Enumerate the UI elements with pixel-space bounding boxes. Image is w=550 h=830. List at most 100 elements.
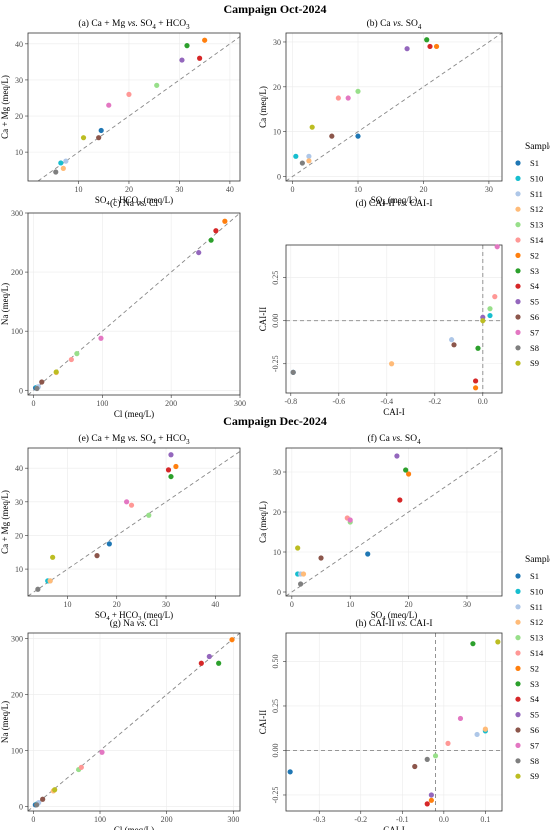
title-part: Cl [149,199,158,209]
data-point-s8 [53,169,59,175]
x-axis-label: SO4 + HCO3 (meq/L) [95,610,173,622]
label-part: SO [95,195,107,205]
data-point-s2 [229,637,235,643]
data-point-s4 [424,801,430,807]
legend-swatch-s13 [515,222,521,228]
legend-swatch-s5 [515,299,521,305]
data-point-s14 [492,294,498,300]
x-tick-label: 200 [165,399,177,408]
label-part: + HCO [110,195,139,205]
title-part: (e) Ca + Mg [78,433,125,444]
data-point-s7 [99,749,105,755]
data-point-s11 [474,731,480,738]
title-part: SO [406,19,418,29]
legend-label-s4: S4 [530,694,540,704]
title-subscript: 4 [152,23,156,31]
legend-label-s7: S7 [530,327,539,337]
data-point-s13 [487,306,493,312]
legend-swatch-s3 [515,268,521,274]
x-tick-label: 300 [234,399,246,408]
y-tick-label: 10 [15,565,23,574]
x-tick-label: 30 [463,600,471,609]
legend-label-s12: S12 [530,204,543,214]
data-point-s3 [168,473,174,480]
x-tick-label: 0.1 [480,815,490,824]
data-point-s14 [335,95,341,101]
panel-title: (h) CAI-II vs. CAI-I [355,618,432,629]
data-point-s8 [290,369,296,375]
title-part: Cl [149,619,158,629]
legend-label-s10: S10 [530,173,543,183]
legend-label-s8: S8 [530,343,539,353]
legend-swatch-s12 [515,206,521,212]
x-tick-label: 200 [161,815,173,824]
title-vs: vs. [395,199,410,209]
legend-dec: Samples S1 S10 S11 S12 S13 S14 S2 S3 S4 S5 S6 S7 S8 S9 [515,555,550,781]
data-point-s1 [106,541,112,547]
y-tick-label: 30 [273,38,281,47]
x-tick-label: -0.2 [354,815,367,824]
data-point-s13 [74,351,80,357]
legend-title: Samples [525,555,550,565]
data-point-s7 [124,499,130,505]
y-tick-label: 200 [11,691,23,700]
data-point-s6 [318,555,324,561]
data-point-s12 [306,158,312,164]
data-point-s9 [50,554,56,560]
label-part: Ca + Mg (meq/L) [0,75,10,139]
title-vs: vs. [125,19,140,29]
label-part: (meq/L) [386,610,418,620]
data-point-s14 [78,764,84,770]
title-subscript: 3 [186,23,190,31]
legend-label-s5: S5 [530,297,539,307]
title-part: + HCO [156,19,186,29]
data-point-s5 [196,249,202,256]
data-point-s2 [405,471,412,477]
x-tick-label: 40 [226,185,234,194]
x-axis-label: CAI-I [383,407,405,417]
x-tick-label: 20 [125,185,133,194]
label-part: Ca + Mg (meq/L) [0,490,10,554]
plot-frame [27,447,241,597]
data-point-s8 [34,802,40,808]
legend-label-s9: S9 [530,771,539,781]
y-axis-label: Na (meq/L) [0,701,10,743]
label-part: Na (meq/L) [0,283,10,325]
y-tick-label: 40 [15,464,23,473]
legend-swatch-s7 [515,329,521,335]
data-point-s4 [213,228,219,234]
legend-swatch-s1 [515,573,521,579]
title-subscript: 3 [186,438,190,446]
y-axis-label: Ca (meq/L) [258,86,268,128]
data-point-s2 [173,463,179,470]
x-tick-label: -0.2 [428,397,441,406]
panel-title: (f) Ca vs. SO4 [367,433,421,446]
legend-swatch-s6 [515,314,521,320]
panel-title: (c) Na vs. Cl [110,198,158,209]
y-tick-label: 20 [15,531,23,540]
title-part: (h) CAI-II [355,618,394,629]
label-part: Cl (meq/L) [114,409,154,419]
y-tick-label: 30 [15,76,23,85]
legend-swatch-s14 [515,650,521,656]
data-point-s5 [179,57,185,63]
title-part: (d) CAI-II [355,198,394,209]
data-point-s3 [403,467,409,473]
label-subscript: 4 [106,615,110,622]
legend-swatch-s11 [515,191,521,197]
plot-area [286,245,502,393]
y-tick-label: 0.00 [271,743,280,757]
panel-title: (b) Ca vs. SO4 [367,18,422,31]
data-point-s8 [34,385,40,392]
data-point-s4 [427,43,433,50]
one-to-one-line [286,448,502,596]
title-part: (b) Ca [367,18,392,29]
title-part: + HCO [156,434,186,444]
one-to-one-line [37,36,240,181]
legend-label-s6: S6 [530,312,539,322]
data-point-s1 [287,769,293,775]
data-point-s12 [47,578,53,584]
x-tick-label: 0 [291,185,295,194]
plot-frame [27,212,241,396]
plot-frame [285,244,503,394]
